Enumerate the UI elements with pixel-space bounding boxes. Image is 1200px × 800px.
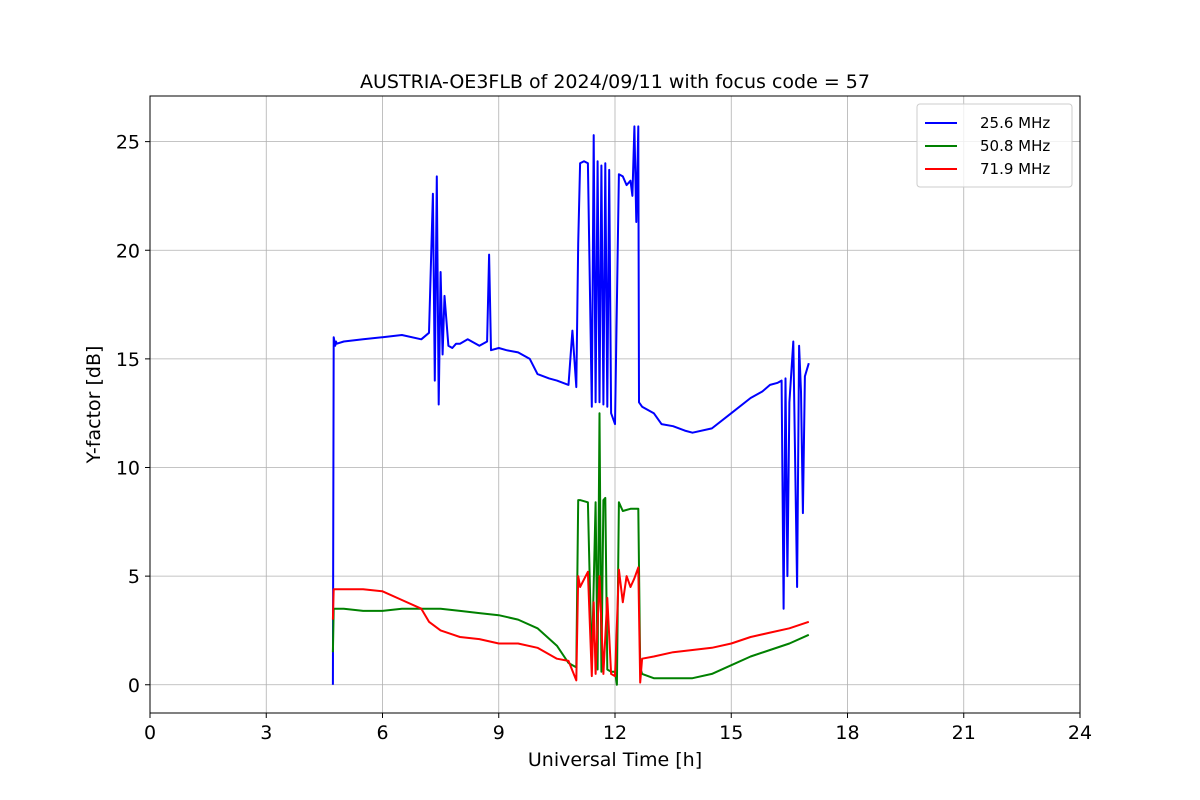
y-tick-label: 15 [116,349,140,371]
y-tick-label: 5 [128,566,140,588]
series-line-3 [331,566,810,684]
y-tick-label: 0 [128,675,140,697]
y-tick-label: 25 [116,132,140,154]
x-tick-label: 9 [493,722,505,744]
series-line-1 [331,125,810,685]
x-tick-label: 0 [144,722,156,744]
x-tick-label: 12 [603,722,627,744]
x-axis-label: Universal Time [h] [528,749,702,771]
y-axis-label: Y-factor [dB] [83,346,105,465]
legend-entry-label: 25.6 MHz [980,114,1050,132]
x-tick-label: 3 [260,722,272,744]
series-line-2 [331,412,810,686]
x-tick-label: 24 [1068,722,1092,744]
x-tick-label: 6 [376,722,388,744]
legend: 25.6 MHz 50.8 MHz 71.9 MHz [916,103,1073,188]
x-tick-label: 18 [835,722,859,744]
legend-box [916,103,1073,188]
y-tick-label: 20 [116,240,140,262]
y-tick-label: 10 [116,458,140,480]
legend-entry-label: 71.9 MHz [980,160,1050,178]
chart-title: AUSTRIA-OE3FLB of 2024/09/11 with focus … [360,71,870,93]
legend-entry-label: 50.8 MHz [980,137,1050,155]
x-tick-label: 21 [952,722,976,744]
x-tick-label: 15 [719,722,743,744]
axis-ticks: 0 3 6 9 12 15 18 21 24 0 5 10 15 20 25 [116,132,1092,744]
plot-area [331,125,810,686]
